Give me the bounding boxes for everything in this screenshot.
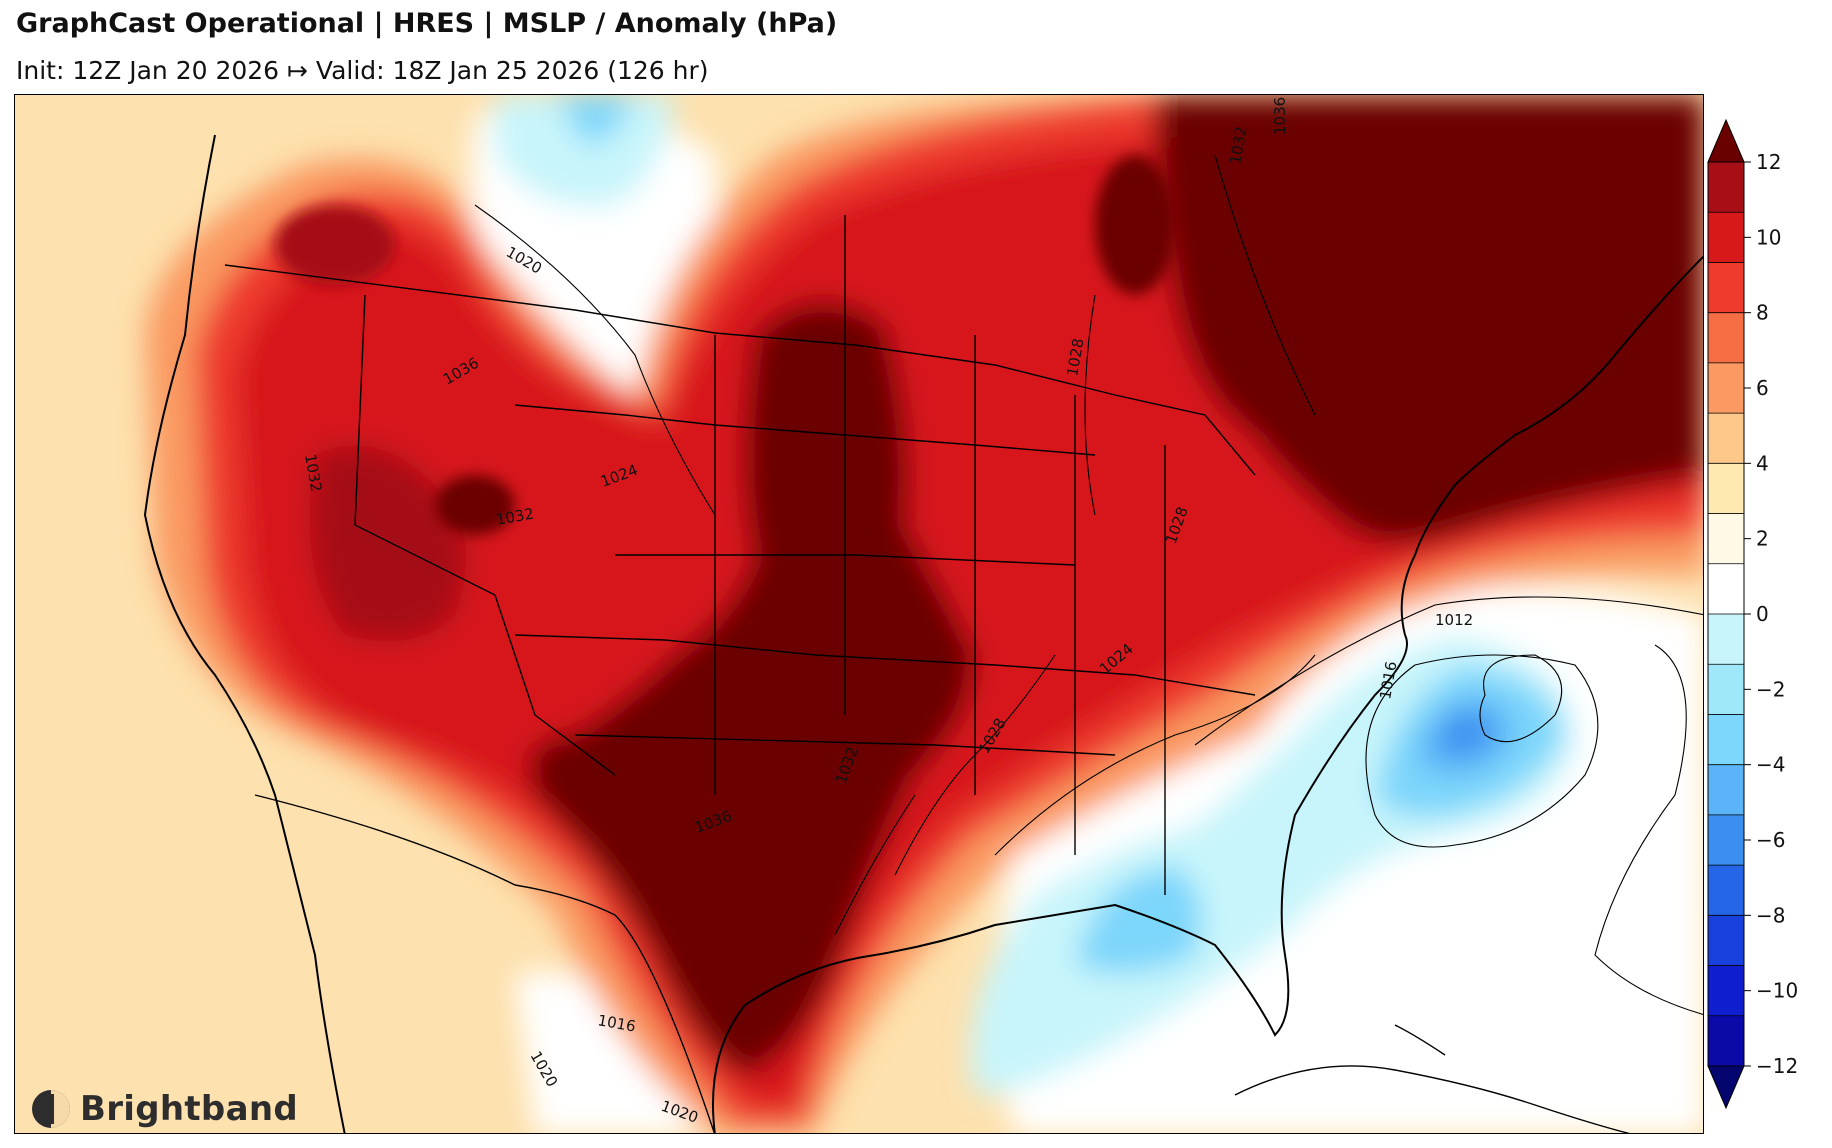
- colorbar-segment: [1708, 513, 1744, 565]
- colorbar-tick-label: 6: [1756, 376, 1769, 400]
- colorbar-tick-label: −10: [1756, 979, 1798, 1003]
- map-title: GraphCast Operational | HRES | MSLP / An…: [16, 8, 838, 39]
- mslp-anomaly-map: 1020 1036 1032 1036 1032 1024 1032 1028 …: [15, 95, 1703, 1133]
- boundaries-layer: [143, 134, 1703, 1133]
- contour-label-1012: 1012: [1435, 611, 1473, 629]
- colorbar-segment: [1708, 614, 1744, 665]
- colorbar-tick-label: 0: [1756, 602, 1769, 626]
- colorbar-tick-label: −12: [1756, 1054, 1798, 1078]
- colorbar-segment: [1708, 664, 1744, 715]
- colorbar-segment: [1708, 865, 1744, 916]
- colorbar-segment: [1708, 965, 1744, 1017]
- colorbar-tick-label: 4: [1756, 451, 1769, 475]
- colorbar-segment: [1708, 814, 1744, 866]
- brightband-logo-text: Brightband: [80, 1089, 298, 1129]
- colorbar-segment: [1708, 563, 1744, 615]
- colorbar-tick-label: −8: [1756, 903, 1785, 927]
- map-subtitle: Init: 12Z Jan 20 2026 ↦ Valid: 18Z Jan 2…: [16, 56, 709, 85]
- colorbar-segment: [1708, 1015, 1744, 1067]
- brightband-logo-icon: [32, 1090, 70, 1128]
- colorbar-min-triangle: [1707, 1065, 1745, 1110]
- colorbar-svg: 12 10 8 6 4 2 0 −2 −4 −6 −8 −10 −12: [1707, 118, 1798, 1110]
- map-panel: 1020 1036 1032 1036 1032 1024 1032 1028 …: [14, 94, 1704, 1134]
- terrain-anomaly-patches: [275, 155, 1175, 535]
- colorbar-segment: [1708, 463, 1744, 515]
- colorbar-segment: [1708, 212, 1744, 263]
- colorbar-segment: [1708, 312, 1744, 364]
- colorbar-segment: [1708, 714, 1744, 766]
- anomaly-fill-layers: [145, 95, 1703, 1133]
- brightband-logo: Brightband: [30, 1084, 298, 1134]
- colorbar-max-triangle: [1707, 118, 1745, 163]
- colorbar-tick-label: −6: [1756, 828, 1785, 852]
- colorbar-segment: [1708, 764, 1744, 816]
- colorbar-tick-label: 8: [1756, 301, 1769, 325]
- colorbar-segment: [1708, 162, 1744, 213]
- colorbar-tick-label: 10: [1756, 225, 1781, 249]
- colorbar-tick-label: −4: [1756, 753, 1785, 777]
- colorbar-segment: [1708, 915, 1744, 967]
- colorbar-segment: [1708, 413, 1744, 464]
- isobar-contours: [474, 154, 1703, 1015]
- colorbar-segment: [1708, 262, 1744, 314]
- colorbar: 12 10 8 6 4 2 0 −2 −4 −6 −8 −10 −12: [1704, 94, 1832, 1134]
- colorbar-tick-label: 2: [1756, 527, 1769, 551]
- colorbar-segment: [1708, 362, 1744, 414]
- colorbar-tick-label: 12: [1756, 150, 1781, 174]
- contour-label-1036-ne: 1036: [1271, 97, 1289, 135]
- colorbar-tick-label: −2: [1756, 677, 1785, 701]
